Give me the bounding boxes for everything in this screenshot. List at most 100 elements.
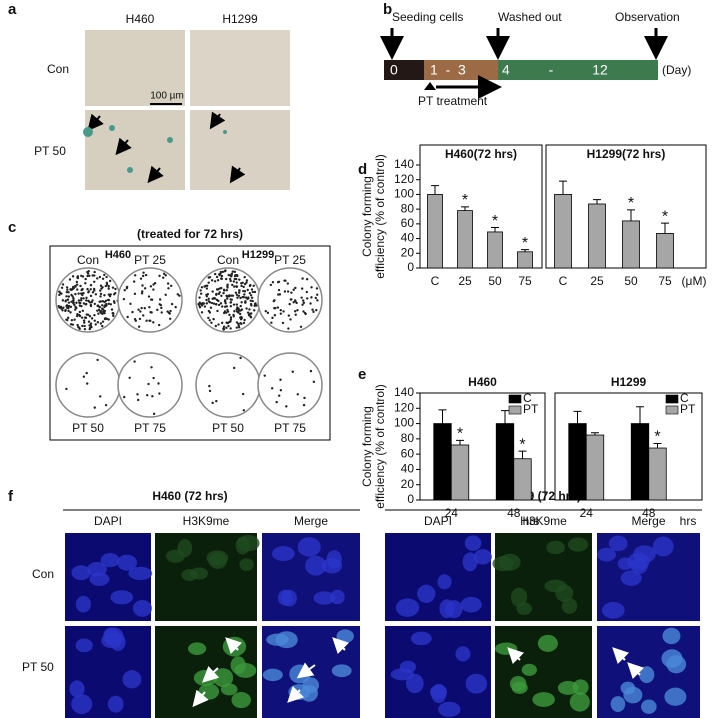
colony bbox=[240, 284, 243, 288]
colony bbox=[74, 284, 77, 288]
x-tick-label: 48 bbox=[507, 506, 521, 520]
colony bbox=[147, 295, 151, 298]
colony bbox=[248, 291, 252, 295]
colony bbox=[86, 270, 89, 274]
chart-title: H460 bbox=[468, 375, 497, 389]
well-label: Con bbox=[77, 253, 99, 267]
colony bbox=[240, 282, 243, 285]
colony bbox=[299, 325, 303, 329]
x-tick-label: 25 bbox=[458, 274, 472, 288]
colony bbox=[148, 305, 151, 309]
colony bbox=[314, 296, 318, 300]
colony bbox=[89, 294, 93, 298]
y-tick-label: 100 bbox=[394, 416, 414, 430]
colony bbox=[223, 289, 226, 292]
colony bbox=[218, 273, 221, 276]
colony bbox=[292, 301, 295, 304]
colony bbox=[279, 312, 283, 315]
bar bbox=[554, 194, 572, 269]
arrows bbox=[87, 111, 246, 184]
colony bbox=[162, 272, 166, 275]
colony bbox=[152, 283, 155, 286]
x-unit: hrs bbox=[680, 514, 697, 528]
colony bbox=[105, 283, 109, 286]
nucleus bbox=[206, 550, 229, 566]
error-bar bbox=[438, 409, 447, 424]
colony bbox=[87, 320, 91, 323]
y-tick-label: 20 bbox=[401, 245, 415, 259]
colony bbox=[229, 320, 232, 323]
colony bbox=[86, 274, 89, 278]
colony bbox=[78, 313, 81, 317]
colony bbox=[242, 321, 246, 325]
colony bbox=[294, 286, 297, 290]
colony bbox=[62, 306, 65, 309]
bar bbox=[648, 447, 667, 501]
colony bbox=[65, 306, 69, 309]
colony bbox=[96, 304, 100, 307]
nucleus bbox=[617, 557, 633, 570]
nucleus bbox=[623, 686, 643, 704]
colony bbox=[138, 317, 142, 321]
dish bbox=[55, 352, 121, 418]
colony bbox=[99, 295, 102, 298]
colony bbox=[208, 311, 212, 314]
colony bbox=[60, 286, 64, 289]
colony bbox=[158, 303, 161, 306]
column-label: H1299 bbox=[222, 12, 258, 26]
colony bbox=[213, 272, 217, 276]
x-tick-label: 50 bbox=[488, 274, 502, 288]
colony bbox=[75, 280, 79, 284]
colony bbox=[64, 309, 67, 313]
colony bbox=[283, 290, 287, 293]
colony bbox=[303, 396, 306, 400]
colony bbox=[150, 366, 153, 369]
colony bbox=[94, 293, 98, 296]
colony bbox=[66, 298, 70, 301]
colony bbox=[271, 281, 275, 284]
colony bbox=[123, 395, 126, 399]
colony bbox=[221, 305, 224, 308]
colony bbox=[103, 304, 107, 307]
colony bbox=[253, 290, 257, 294]
colony bbox=[216, 279, 220, 282]
arrow bbox=[296, 662, 316, 679]
treatment-start bbox=[424, 82, 436, 90]
nucleus bbox=[417, 584, 436, 603]
scale-bar-label: 100 µm bbox=[150, 91, 184, 102]
x-tick-label: 75 bbox=[658, 274, 672, 288]
y-tick-label: 120 bbox=[394, 400, 414, 414]
nucleus bbox=[331, 664, 352, 678]
colony bbox=[103, 294, 106, 297]
colony bbox=[223, 299, 227, 302]
colony bbox=[229, 327, 232, 330]
error-bar bbox=[559, 180, 567, 195]
colony bbox=[157, 382, 160, 385]
colony bbox=[251, 290, 255, 294]
colony bbox=[68, 278, 72, 281]
colony bbox=[269, 283, 273, 287]
nucleus bbox=[262, 668, 283, 682]
colony bbox=[139, 277, 143, 280]
colony bbox=[111, 311, 115, 315]
colony bbox=[243, 318, 246, 322]
colony bbox=[237, 291, 241, 294]
colony bbox=[237, 324, 240, 327]
colony bbox=[83, 324, 86, 328]
colony bbox=[207, 297, 210, 301]
colony bbox=[136, 398, 140, 402]
colony bbox=[75, 283, 79, 286]
nucleus bbox=[557, 680, 579, 695]
colony bbox=[281, 321, 285, 325]
colony bbox=[78, 310, 82, 314]
channel-label: H3K9me bbox=[520, 514, 567, 528]
colony bbox=[113, 301, 116, 304]
panel-label: f bbox=[8, 488, 14, 505]
colony bbox=[290, 298, 293, 301]
y-tick-label: 80 bbox=[401, 431, 415, 445]
colony bbox=[67, 304, 71, 308]
error-bar bbox=[518, 450, 527, 459]
nucleus bbox=[289, 664, 311, 684]
colony bbox=[199, 292, 203, 295]
colony bbox=[240, 315, 243, 319]
